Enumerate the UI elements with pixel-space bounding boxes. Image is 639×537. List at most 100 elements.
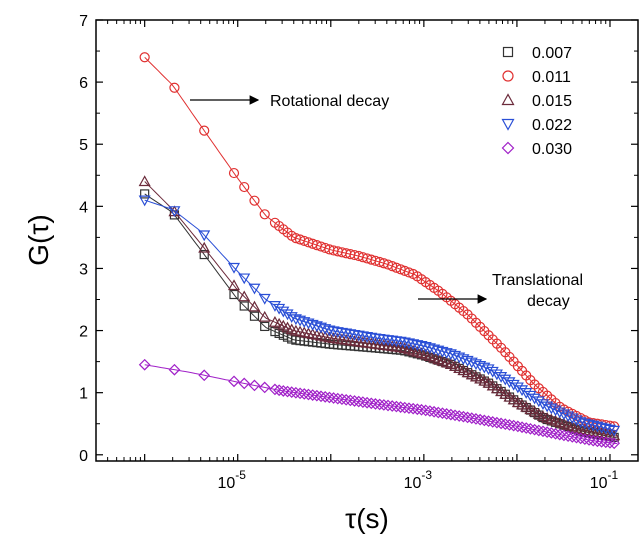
data-point (502, 70, 514, 82)
data-point (570, 415, 583, 427)
data-point (591, 435, 604, 448)
data-point (511, 382, 524, 394)
data-point (302, 318, 315, 330)
data-point (402, 338, 415, 350)
data-point (403, 267, 415, 278)
data-point (319, 324, 332, 335)
y-tick-label: 1 (79, 386, 88, 403)
data-point (340, 328, 353, 340)
plot-frame (95, 19, 639, 462)
data-point (503, 419, 516, 431)
data-point (239, 301, 249, 311)
translational-label-line1: Translational (492, 272, 583, 289)
data-point (228, 167, 240, 179)
data-point (323, 391, 336, 404)
data-point (258, 293, 271, 305)
data-point (138, 195, 151, 207)
data-point (562, 430, 574, 442)
data-point (545, 427, 558, 439)
data-point (198, 230, 211, 242)
data-point (599, 436, 612, 449)
x-tick-label: 10-1 (590, 468, 619, 492)
x-axis-title: τ(s) (345, 503, 389, 534)
data-point (558, 429, 570, 442)
data-point (501, 118, 515, 131)
data-point (461, 355, 474, 367)
data-point (608, 437, 621, 450)
data-point (520, 388, 533, 399)
data-point (532, 424, 545, 437)
data-point (545, 403, 558, 415)
data-point (566, 431, 579, 443)
data-point (415, 341, 428, 352)
data-point (604, 436, 616, 449)
legend-label: 0.030 (532, 141, 572, 158)
data-point (549, 405, 562, 417)
data-point (289, 314, 302, 326)
data-point (440, 408, 453, 420)
data-point (138, 175, 151, 187)
x-tick-label: 10-5 (217, 468, 246, 492)
data-point (436, 346, 449, 358)
data-point (344, 394, 357, 407)
legend-entry: 0.007 (502, 45, 572, 62)
data-point (528, 423, 541, 436)
y-tick-label: 3 (79, 261, 88, 278)
data-point (285, 312, 298, 324)
data-point (444, 408, 457, 421)
translational-label-line2: decay (527, 293, 570, 310)
data-point (168, 363, 181, 376)
data-point (457, 410, 470, 423)
data-point (595, 435, 608, 448)
data-point (227, 262, 241, 274)
y-tick-label: 0 (79, 448, 88, 465)
data-point (327, 392, 340, 404)
data-point (139, 52, 150, 63)
data-point (331, 327, 344, 338)
data-point (335, 327, 348, 339)
data-point (365, 397, 378, 410)
data-point (499, 374, 512, 386)
data-point (449, 350, 462, 362)
data-point (532, 396, 545, 408)
data-point (578, 418, 591, 430)
data-point (407, 402, 420, 415)
data-point (327, 326, 340, 338)
data-point (336, 393, 348, 406)
data-point (302, 388, 315, 401)
data-point (356, 331, 369, 343)
data-point (608, 429, 621, 441)
data-point (608, 425, 621, 437)
data-point (549, 427, 562, 440)
data-point (469, 359, 482, 371)
data-point (587, 434, 600, 447)
y-tick-label: 6 (79, 75, 88, 92)
data-point (562, 411, 575, 423)
data-point (298, 317, 311, 328)
data-point (227, 279, 241, 291)
data-point (495, 417, 507, 430)
data-point (579, 433, 591, 446)
y-tick-label: 4 (79, 199, 88, 216)
y-tick-label: 2 (79, 324, 88, 341)
legend: 0.007 0.011 0.015 0.022 0.030 (501, 45, 572, 158)
data-point (432, 406, 445, 419)
data-point (248, 300, 261, 312)
legend-entry: 0.011 (502, 69, 571, 86)
data-point (486, 366, 499, 378)
rotational-label: Rotational decay (270, 93, 389, 110)
data-point (482, 364, 495, 376)
series-0.022 (138, 195, 621, 437)
data-point (520, 422, 533, 434)
data-point (449, 409, 461, 422)
data-point (238, 377, 251, 390)
data-point (323, 325, 336, 337)
data-point (258, 310, 271, 322)
data-point (310, 389, 323, 402)
data-point (541, 401, 554, 413)
data-point (198, 241, 211, 253)
data-point (482, 415, 495, 427)
data-point (482, 376, 495, 388)
data-point (228, 375, 240, 388)
fit-line (144, 56, 618, 428)
